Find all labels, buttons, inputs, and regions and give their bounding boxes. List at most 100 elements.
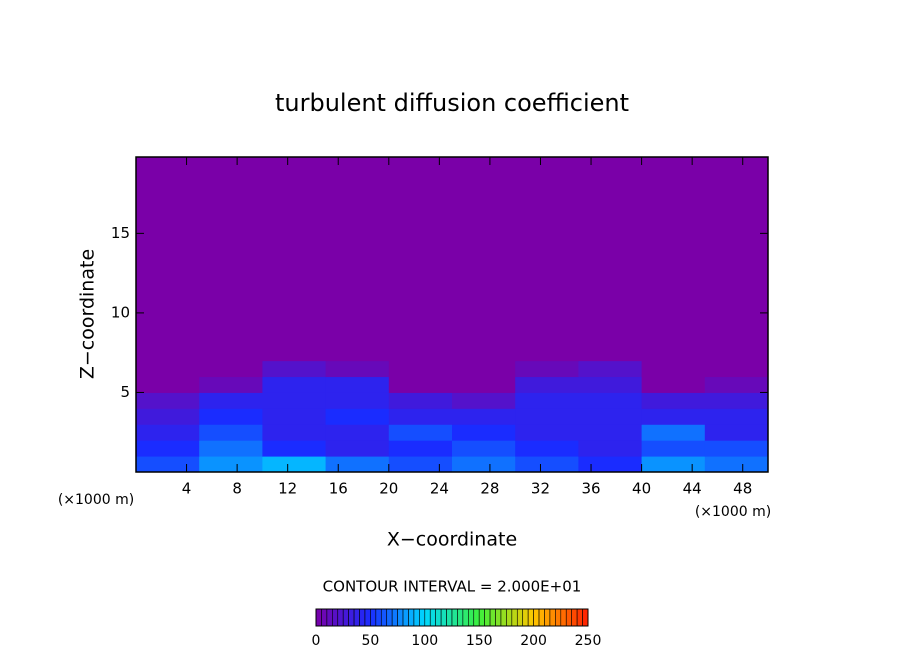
colorbar-step bbox=[397, 608, 404, 627]
field-cell bbox=[262, 408, 327, 425]
colorbar-step bbox=[440, 608, 447, 627]
field-cell bbox=[578, 157, 643, 362]
field-cell bbox=[452, 157, 516, 362]
field-cell bbox=[388, 392, 453, 409]
colorbar-step bbox=[571, 608, 578, 627]
contour-note: CONTOUR INTERVAL = 2.000E+01 bbox=[323, 578, 582, 596]
colorbar-step bbox=[375, 608, 382, 627]
field-cell bbox=[704, 376, 769, 393]
colorbar-step bbox=[348, 608, 355, 627]
field-cell bbox=[325, 440, 390, 457]
field-cell bbox=[578, 456, 643, 473]
colorbar-step bbox=[386, 608, 393, 627]
field-cell bbox=[515, 392, 579, 409]
colorbar-step bbox=[435, 608, 442, 627]
field-cell bbox=[578, 376, 643, 393]
colorbar-step bbox=[468, 608, 475, 627]
colorbar-step bbox=[478, 608, 485, 627]
colorbar-step bbox=[391, 608, 398, 627]
colorbar-step bbox=[560, 608, 567, 627]
colorbar-step bbox=[342, 608, 349, 627]
colorbar-step bbox=[549, 608, 556, 627]
colorbar-step bbox=[500, 608, 507, 627]
field-cell bbox=[262, 424, 327, 441]
colorbar-step bbox=[413, 608, 420, 627]
field-cell bbox=[515, 440, 579, 457]
field-cell bbox=[325, 424, 390, 441]
colorbar-step bbox=[495, 608, 502, 627]
field-cell bbox=[704, 440, 769, 457]
field-cell bbox=[199, 456, 263, 473]
colorbar-step bbox=[408, 608, 415, 627]
field-cell bbox=[515, 157, 579, 362]
field-cell bbox=[578, 408, 643, 425]
field-cell bbox=[641, 392, 706, 409]
field-cell bbox=[452, 456, 516, 473]
colorbar-step bbox=[446, 608, 453, 627]
x-tick-label: 24 bbox=[430, 480, 449, 498]
field-cell bbox=[136, 456, 200, 473]
field-cell bbox=[199, 408, 263, 425]
colorbar-step bbox=[380, 608, 388, 627]
field-cell bbox=[199, 392, 263, 409]
colorbar-tick-label: 200 bbox=[520, 633, 547, 649]
field-cell bbox=[262, 376, 327, 393]
colorbar-step bbox=[462, 608, 469, 627]
chart-title: turbulent diffusion coefficient bbox=[275, 89, 629, 117]
field-cell bbox=[199, 360, 263, 378]
x-tick-label: 48 bbox=[733, 480, 752, 498]
field-cell bbox=[704, 424, 769, 441]
colorbar-step bbox=[326, 608, 333, 627]
field-cell bbox=[325, 376, 390, 393]
field-cell bbox=[452, 392, 516, 409]
y-axis-label: Z−coordinate bbox=[77, 249, 99, 379]
field-cell bbox=[199, 376, 263, 393]
colorbar-tick-label: 50 bbox=[361, 633, 379, 649]
colorbar-step bbox=[555, 608, 562, 627]
x-tick-label: 20 bbox=[379, 480, 398, 498]
colorbar-step bbox=[451, 608, 458, 627]
field-cell bbox=[136, 392, 200, 409]
colorbar-step bbox=[576, 608, 583, 627]
field-cell bbox=[515, 408, 579, 425]
colorbar-step bbox=[522, 608, 529, 627]
field-cell bbox=[262, 157, 327, 362]
y-tick-label: 5 bbox=[120, 383, 130, 401]
field-cell bbox=[388, 440, 453, 457]
colorbar-step bbox=[582, 608, 589, 627]
y-tick-label: 10 bbox=[111, 303, 130, 321]
colorbar-step bbox=[457, 608, 464, 627]
field-cell bbox=[136, 157, 200, 362]
x-tick-label: 16 bbox=[329, 480, 348, 498]
field-cell bbox=[641, 456, 706, 473]
x-tick-label: 12 bbox=[278, 480, 297, 498]
colorbar-step bbox=[359, 608, 366, 627]
x-tick-label: 32 bbox=[531, 480, 550, 498]
field-cell bbox=[452, 424, 516, 441]
plot-frame bbox=[135, 156, 769, 473]
colorbar-step bbox=[424, 608, 431, 627]
field-cell bbox=[388, 456, 453, 473]
colorbar-step bbox=[473, 608, 480, 627]
colorbar-step bbox=[484, 608, 491, 627]
field-cell bbox=[452, 408, 516, 425]
field-cell bbox=[136, 440, 200, 457]
field-cell bbox=[641, 408, 706, 425]
field-cell bbox=[325, 456, 390, 473]
field-cell bbox=[325, 408, 390, 425]
field-cell bbox=[388, 360, 453, 378]
colorbar-tick-label: 100 bbox=[411, 633, 438, 649]
field-cell bbox=[136, 424, 200, 441]
colorbar-step bbox=[315, 608, 322, 627]
colorbar-step bbox=[533, 608, 540, 627]
field-cell bbox=[325, 392, 390, 409]
x-axis-label: X−coordinate bbox=[387, 529, 517, 551]
field-cell bbox=[388, 424, 453, 441]
field-cell bbox=[325, 157, 390, 362]
field-cell bbox=[641, 424, 706, 441]
colorbar-step bbox=[565, 608, 572, 627]
field-cell bbox=[641, 157, 706, 362]
field-cell bbox=[704, 392, 769, 409]
